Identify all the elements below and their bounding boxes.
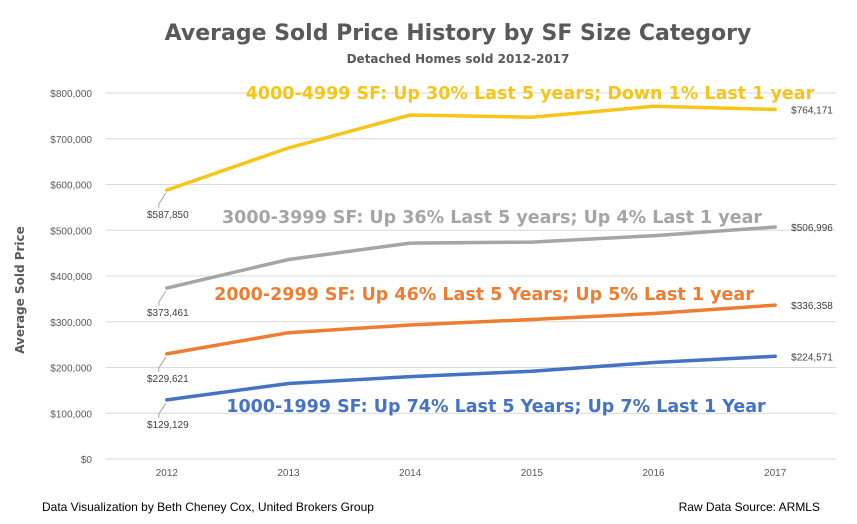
y-tick-label: $200,000 <box>50 364 92 375</box>
y-tick-label: $400,000 <box>50 272 92 283</box>
annotation-1000-1999: 1000-1999 SF: Up 74% Last 5 Years; Up 7%… <box>226 397 766 417</box>
series-line-sf1000 <box>165 354 777 402</box>
data-labels: $587,850 $764,171 $373,461 $506,996 $229,621… <box>147 105 833 431</box>
end-value-label: $506,996 <box>791 223 833 234</box>
start-value-label: $129,129 <box>147 420 189 431</box>
leader-line <box>158 290 167 307</box>
start-value-label: $373,461 <box>147 308 189 319</box>
y-axis-ticks: $0 $100,000 $200,000 $300,000 $400,000 $500,0… <box>50 89 92 466</box>
series-line-sf4000 <box>165 104 777 192</box>
y-tick-label: $800,000 <box>50 89 92 100</box>
annotation-4000-4999: 4000-4999 SF: Up 30% Last 5 years; Down … <box>246 84 815 104</box>
end-value-label: $764,171 <box>791 105 833 116</box>
end-value-label: $336,358 <box>791 301 833 312</box>
x-tick-label: 2013 <box>277 468 300 479</box>
leader-line <box>158 356 167 372</box>
footer-source: Raw Data Source: ARMLS <box>679 500 820 514</box>
y-axis-label: Average Sold Price <box>13 226 27 354</box>
series-line-sf2000 <box>165 303 777 356</box>
y-tick-label: $300,000 <box>50 318 92 329</box>
series-lines <box>165 104 777 402</box>
x-axis-ticks: 2012 2013 2014 2015 2016 2017 <box>156 468 787 479</box>
x-tick-label: 2017 <box>764 468 787 479</box>
y-tick-label: $0 <box>81 455 93 466</box>
x-tick-label: 2016 <box>642 468 665 479</box>
x-tick-label: 2014 <box>399 468 422 479</box>
start-value-label: $229,621 <box>147 374 189 385</box>
end-value-label: $224,571 <box>791 352 833 363</box>
leader-line <box>158 192 167 209</box>
gridlines <box>106 92 836 460</box>
y-tick-label: $700,000 <box>50 135 92 146</box>
annotation-3000-3999: 3000-3999 SF: Up 36% Last 5 years; Up 4%… <box>222 208 762 228</box>
series-line-sf3000 <box>165 225 777 290</box>
leader-line <box>158 402 167 418</box>
y-tick-label: $100,000 <box>50 409 92 420</box>
x-tick-label: 2012 <box>156 468 179 479</box>
y-tick-label: $600,000 <box>50 181 92 192</box>
chart-title: Average Sold Price History by SF Size Ca… <box>165 21 752 46</box>
footer-credit: Data Visualization by Beth Cheney Cox, U… <box>42 500 374 514</box>
y-tick-label: $500,000 <box>50 226 92 237</box>
annotation-2000-2999: 2000-2999 SF: Up 46% Last 5 Years; Up 5%… <box>214 285 754 305</box>
chart-subtitle: Detached Homes sold 2012-2017 <box>347 52 570 66</box>
x-tick-label: 2015 <box>521 468 544 479</box>
start-value-label: $587,850 <box>147 210 189 221</box>
